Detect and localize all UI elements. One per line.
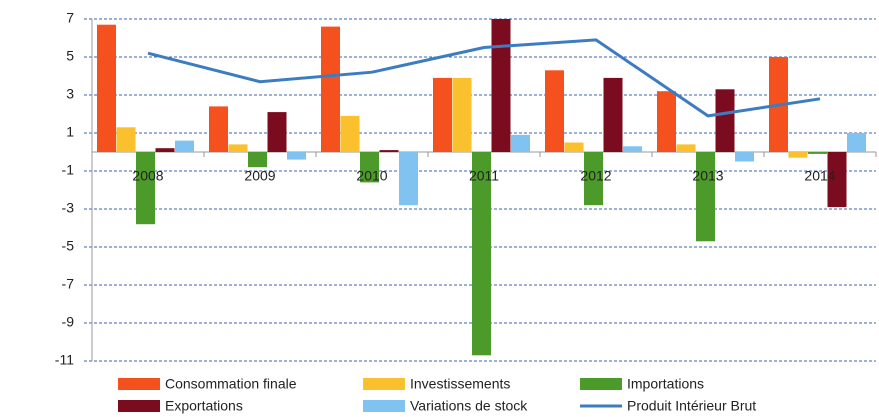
bar bbox=[248, 152, 267, 168]
bar bbox=[452, 77, 472, 152]
x-tick-label: 2012 bbox=[580, 168, 611, 184]
bar bbox=[116, 127, 136, 152]
bar bbox=[360, 152, 379, 183]
legend-label: Investissements bbox=[410, 376, 510, 392]
bar bbox=[491, 19, 511, 152]
y-tick-label: 7 bbox=[66, 10, 74, 26]
bar bbox=[715, 89, 735, 152]
legend-label: Consommation finale bbox=[165, 376, 297, 392]
bar bbox=[623, 146, 642, 152]
legend-label: Variations de stock bbox=[410, 398, 528, 414]
legend-swatch bbox=[363, 378, 405, 390]
bar bbox=[433, 77, 452, 152]
bar bbox=[155, 148, 175, 152]
legend-swatch bbox=[118, 400, 160, 412]
legend-label: Importations bbox=[627, 376, 704, 392]
bar bbox=[735, 152, 754, 162]
line bbox=[147, 38, 821, 118]
y-tick-label: -9 bbox=[62, 314, 75, 330]
x-tick-label: 2008 bbox=[132, 168, 163, 184]
legend-label: Exportations bbox=[165, 398, 243, 414]
bar bbox=[564, 142, 584, 152]
bar bbox=[847, 133, 866, 152]
bar bbox=[788, 152, 808, 158]
y-tick-label: -5 bbox=[62, 238, 75, 254]
y-tick-label: 1 bbox=[66, 124, 74, 140]
bar bbox=[696, 152, 715, 242]
bar bbox=[584, 152, 603, 206]
bar bbox=[136, 152, 155, 225]
y-tick-label: -1 bbox=[62, 162, 75, 178]
bar bbox=[379, 150, 399, 152]
bar bbox=[321, 26, 340, 153]
bar bbox=[827, 152, 847, 208]
legend-swatch bbox=[118, 378, 160, 390]
bar bbox=[472, 152, 491, 356]
bar bbox=[545, 70, 564, 152]
bar bbox=[175, 140, 194, 152]
legend-swatch bbox=[363, 400, 405, 412]
x-tick-label: 2013 bbox=[692, 168, 723, 184]
bar bbox=[399, 152, 418, 206]
bar bbox=[657, 91, 676, 152]
y-tick-label: 5 bbox=[66, 48, 74, 64]
bar bbox=[340, 115, 360, 152]
bar bbox=[676, 144, 696, 152]
bar bbox=[209, 106, 228, 152]
y-tick-label: -3 bbox=[62, 200, 75, 216]
x-tick-label: 2011 bbox=[469, 168, 499, 184]
y-tick-label: 3 bbox=[66, 86, 74, 102]
bar bbox=[97, 24, 116, 153]
bar bbox=[267, 112, 287, 152]
legend-swatch bbox=[580, 378, 622, 390]
x-tick-label: 2010 bbox=[356, 168, 387, 184]
y-tick-label: -11 bbox=[55, 352, 74, 368]
y-tick-label: -7 bbox=[62, 276, 75, 292]
bar bbox=[603, 77, 623, 152]
bar bbox=[808, 152, 827, 154]
x-tick-label: 2009 bbox=[244, 168, 275, 184]
bar bbox=[511, 134, 530, 152]
bar bbox=[228, 144, 248, 152]
x-tick-label: 2014 bbox=[804, 168, 835, 184]
legend-label: Produit Intérieur Brut bbox=[627, 398, 756, 414]
bar bbox=[287, 152, 306, 160]
